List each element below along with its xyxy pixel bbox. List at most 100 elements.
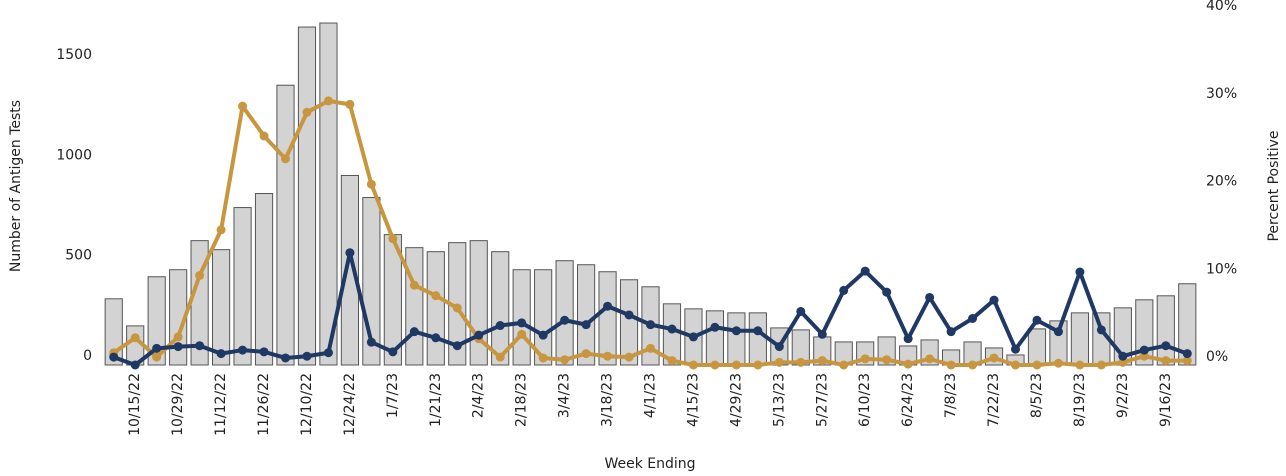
- line-marker: [925, 292, 935, 302]
- bar: [254, 193, 274, 366]
- y2-tick-label: 10%: [1206, 261, 1237, 277]
- line-marker: [388, 347, 398, 357]
- bar: [555, 260, 574, 366]
- line-marker: [624, 352, 634, 362]
- line-marker: [1161, 341, 1171, 351]
- line-marker: [302, 351, 312, 361]
- bar: [340, 174, 359, 366]
- line-marker: [302, 107, 312, 117]
- y-tick-label: 0: [83, 348, 92, 364]
- line-marker: [1011, 344, 1020, 354]
- x-tick-label: 12/24/22: [342, 373, 358, 436]
- y-axis-label: Number of Antigen Tests: [8, 100, 24, 272]
- x-tick-label: 11/12/22: [213, 373, 229, 436]
- line-marker: [152, 352, 162, 362]
- bar: [705, 310, 725, 366]
- line-marker: [946, 360, 956, 370]
- bar: [1070, 312, 1089, 366]
- y2-tick-label: 20%: [1206, 174, 1237, 190]
- line-marker: [538, 330, 548, 340]
- line-marker: [710, 360, 720, 370]
- line-marker: [173, 332, 183, 342]
- line-marker: [538, 353, 548, 363]
- x-tick-label: 1/7/23: [385, 373, 401, 418]
- x-tick-label: 1/21/23: [428, 373, 444, 427]
- line-marker: [130, 333, 140, 343]
- y2-tick-label: 0%: [1206, 349, 1228, 365]
- line-marker: [753, 326, 763, 336]
- bar: [405, 247, 424, 366]
- line-marker: [366, 337, 376, 347]
- line-marker: [731, 326, 741, 336]
- line-marker: [882, 355, 892, 365]
- line-marker: [281, 353, 290, 363]
- line-marker: [195, 341, 205, 351]
- line-marker: [1032, 360, 1042, 370]
- line-marker: [646, 320, 655, 330]
- line-marker: [989, 353, 999, 363]
- line-marker: [1032, 315, 1042, 325]
- line-marker: [753, 360, 763, 370]
- line-marker: [152, 343, 162, 353]
- line-marker: [323, 96, 333, 106]
- y-tick-label: 1000: [56, 147, 92, 163]
- x-tick-label: 4/15/23: [685, 373, 701, 427]
- line-marker: [646, 343, 655, 353]
- line-marker: [688, 360, 698, 370]
- line-marker: [452, 341, 462, 351]
- x-tick-label: 11/26/22: [256, 373, 272, 436]
- line-marker: [216, 225, 226, 235]
- line-marker: [839, 360, 849, 370]
- line-marker: [323, 348, 333, 358]
- x-tick-label: 2/18/23: [514, 373, 530, 427]
- line-marker: [817, 329, 827, 339]
- line-marker: [1053, 358, 1063, 368]
- line-marker: [474, 330, 484, 340]
- line-marker: [259, 347, 269, 357]
- line-marker: [903, 359, 913, 369]
- x-tick-label: 3/18/23: [600, 373, 616, 427]
- line-marker: [710, 322, 720, 332]
- x-tick-label: 2/4/23: [471, 373, 487, 418]
- y-tick-label: 1500: [56, 47, 92, 63]
- line-marker: [345, 99, 355, 109]
- line-marker: [968, 313, 978, 323]
- line-marker: [774, 357, 784, 367]
- bar: [748, 312, 767, 366]
- line-marker: [1011, 360, 1020, 370]
- bar: [212, 249, 231, 366]
- line-marker: [130, 360, 140, 370]
- line-marker: [1075, 267, 1085, 277]
- line-marker: [173, 342, 183, 352]
- bar: [619, 279, 639, 366]
- line-marker: [581, 320, 591, 330]
- x-tick-label: 12/10/22: [299, 373, 315, 436]
- line-marker: [1053, 327, 1063, 337]
- line-marker: [409, 327, 419, 337]
- bar: [147, 276, 166, 366]
- x-tick-label: 9/2/23: [1115, 373, 1131, 418]
- line-marker: [345, 248, 355, 258]
- x-tick-label: 10/29/22: [170, 373, 186, 436]
- line-marker: [1118, 351, 1128, 361]
- bar: [598, 271, 617, 366]
- line-marker: [495, 352, 505, 362]
- line-marker: [817, 356, 827, 366]
- line-marker: [216, 349, 226, 359]
- line-marker: [238, 101, 248, 111]
- line-marker: [946, 327, 956, 337]
- line-marker: [517, 329, 527, 339]
- line-marker: [688, 332, 698, 342]
- line-marker: [796, 306, 806, 316]
- line-marker: [989, 295, 999, 305]
- line-marker: [968, 360, 978, 370]
- line-marker: [259, 131, 269, 141]
- bar: [1156, 295, 1175, 366]
- x-tick-label: 8/19/23: [1072, 373, 1088, 427]
- line-marker: [409, 280, 419, 290]
- bar: [297, 26, 317, 366]
- line-marker: [1182, 349, 1192, 359]
- line-marker: [731, 360, 741, 370]
- line-marker: [1139, 345, 1149, 355]
